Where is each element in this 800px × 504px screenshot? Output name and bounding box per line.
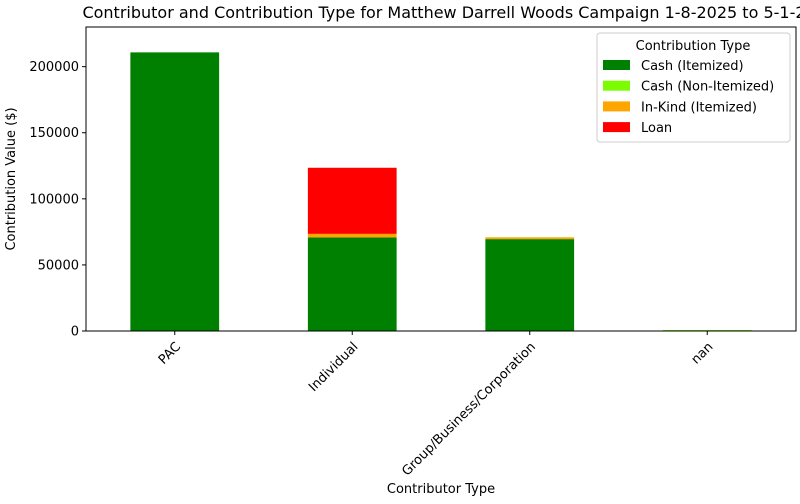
legend-label: Loan [641,121,672,136]
y-axis: 0 50000 100000 150000 200000 [29,60,86,340]
y-tick-label: 200000 [29,60,79,75]
legend-swatch [603,80,630,91]
x-axis: PAC Individual Group/Business/Corporation n… [156,331,717,480]
legend-swatch [603,101,630,112]
chart-title: Contributor and Contribution Type for Ma… [82,3,800,22]
legend-label: Cash (Itemized) [641,59,744,74]
legend-swatch [603,122,630,133]
y-tick-label: 0 [71,325,79,340]
y-axis-label: Contribution Value ($) [4,107,19,250]
legend-title: Contribution Type [636,39,751,54]
legend-label: In-Kind (Itemized) [641,100,757,115]
legend-items: Cash (Itemized) Cash (Non-Itemized) In-Kin… [603,59,774,136]
x-tick-label: nan [689,340,717,368]
bar-segment-individual-series-3 [307,167,397,234]
plot-frame [85,26,797,332]
x-axis-label: Contributor Type [387,482,495,497]
bar-segment-group-business-corporation-series-0 [485,239,575,331]
legend-swatch [603,60,630,70]
bars-layer [130,52,752,332]
legend-box [596,32,791,143]
x-tick-label: PAC [156,340,184,368]
bar-segment-pac-series-0 [130,52,220,332]
y-tick-label: 50000 [38,258,79,273]
y-tick-label: 100000 [29,192,79,207]
legend: Contribution Type Cash (Itemized) Cash (N… [596,32,791,143]
legend-label: Cash (Non-Itemized) [641,80,774,95]
bar-segment-group-business-corporation-series-2 [485,237,575,240]
y-tick-label: 150000 [29,126,79,141]
bar-segment-individual-series-2 [307,233,397,238]
x-tick-label: Individual [306,340,361,395]
bar-segment-individual-series-0 [307,237,397,331]
x-tick-label: Group/Business/Corporation [399,340,539,480]
